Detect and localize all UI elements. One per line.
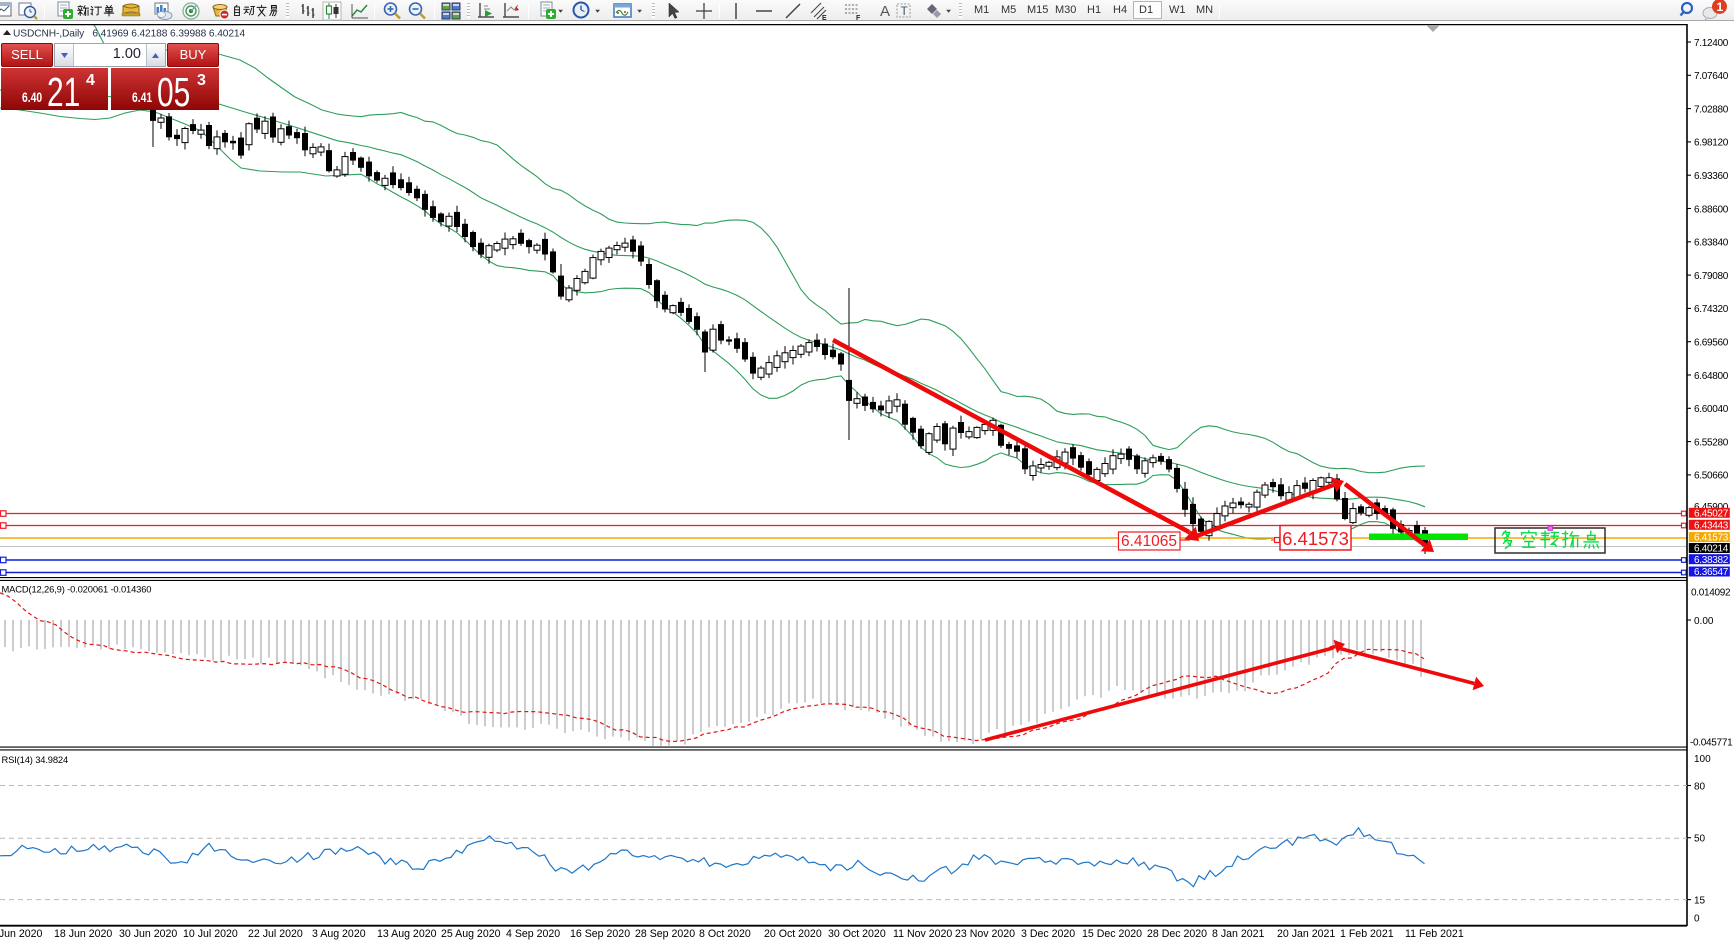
svg-text:100: 100 — [1694, 754, 1711, 765]
svg-text:6.38382: 6.38382 — [1694, 555, 1729, 566]
svg-text:15 Dec 2020: 15 Dec 2020 — [1082, 928, 1142, 940]
svg-text:8 Jan 2021: 8 Jan 2021 — [1212, 928, 1265, 940]
svg-text:6.50660: 6.50660 — [1694, 471, 1729, 482]
svg-text:80: 80 — [1694, 781, 1706, 792]
svg-text:5 Jun 2020: 5 Jun 2020 — [0, 928, 43, 940]
svg-text:6.41065: 6.41065 — [1121, 533, 1177, 550]
svg-text:0: 0 — [1694, 913, 1700, 924]
svg-text:RSI(14) 34.9824: RSI(14) 34.9824 — [2, 754, 69, 765]
svg-text:6.64800: 6.64800 — [1694, 371, 1729, 382]
svg-text:30 Oct 2020: 30 Oct 2020 — [828, 928, 886, 940]
svg-text:6.45900: 6.45900 — [1694, 502, 1729, 513]
svg-text:6.41573: 6.41573 — [1694, 533, 1729, 544]
svg-text:15: 15 — [1694, 895, 1706, 906]
svg-text:20 Jan 2021: 20 Jan 2021 — [1277, 928, 1335, 940]
svg-text:USDCNH-,Daily 6.41969 6.4218: USDCNH-,Daily 6.41969 6.42188 6.39988 6.… — [13, 29, 245, 40]
svg-text:6.45027: 6.45027 — [1694, 508, 1729, 519]
svg-text:7.02880: 7.02880 — [1694, 104, 1729, 115]
svg-text:23 Nov 2020: 23 Nov 2020 — [955, 928, 1015, 940]
svg-text:0.00: 0.00 — [1694, 616, 1714, 627]
svg-text:6.69560: 6.69560 — [1694, 338, 1729, 349]
svg-text:A: A — [880, 3, 890, 20]
svg-text:E: E — [822, 15, 827, 21]
svg-text:6.79080: 6.79080 — [1694, 271, 1729, 282]
svg-text:6.83840: 6.83840 — [1694, 238, 1729, 249]
svg-text:MACD(12,26,9) -0.020061 -0.014: MACD(12,26,9) -0.020061 -0.014360 — [2, 584, 152, 595]
svg-text:8 Oct 2020: 8 Oct 2020 — [699, 928, 751, 940]
svg-text:7.12400: 7.12400 — [1694, 38, 1729, 49]
svg-text:F: F — [856, 15, 861, 21]
svg-text:50: 50 — [1694, 834, 1706, 845]
svg-text:3 Aug 2020: 3 Aug 2020 — [312, 928, 366, 940]
svg-text:1 Feb 2021: 1 Feb 2021 — [1340, 928, 1394, 940]
svg-text:-0.045771: -0.045771 — [1690, 738, 1733, 749]
svg-text:11 Nov 2020: 11 Nov 2020 — [893, 928, 952, 940]
svg-text:3 Dec 2020: 3 Dec 2020 — [1021, 928, 1075, 940]
svg-text:4 Sep 2020: 4 Sep 2020 — [506, 928, 560, 940]
svg-text:11 Feb 2021: 11 Feb 2021 — [1405, 928, 1464, 940]
svg-text:6.41573: 6.41573 — [1282, 528, 1349, 549]
svg-text:28 Dec 2020: 28 Dec 2020 — [1147, 928, 1207, 940]
svg-text:22 Jul 2020: 22 Jul 2020 — [248, 928, 303, 940]
svg-text:6.93360: 6.93360 — [1694, 171, 1729, 182]
svg-text:28 Sep 2020: 28 Sep 2020 — [635, 928, 695, 940]
svg-text:6.36547: 6.36547 — [1694, 567, 1729, 578]
svg-text:6.40214: 6.40214 — [1694, 544, 1729, 555]
svg-text:25 Aug 2020: 25 Aug 2020 — [441, 928, 501, 940]
svg-text:6.55280: 6.55280 — [1694, 437, 1729, 448]
svg-text:6.74320: 6.74320 — [1694, 304, 1729, 315]
svg-text:30 Jun 2020: 30 Jun 2020 — [119, 928, 177, 940]
svg-text:10 Jul 2020: 10 Jul 2020 — [183, 928, 238, 940]
svg-text:20 Oct 2020: 20 Oct 2020 — [764, 928, 822, 940]
svg-text:6.98120: 6.98120 — [1694, 138, 1729, 149]
svg-text:6.88600: 6.88600 — [1694, 204, 1729, 215]
svg-text:6.60040: 6.60040 — [1694, 404, 1729, 415]
svg-text:13 Aug 2020: 13 Aug 2020 — [377, 928, 437, 940]
svg-text:0.014092: 0.014092 — [1691, 588, 1731, 599]
svg-text:7.07640: 7.07640 — [1694, 71, 1729, 82]
svg-text:18 Jun 2020: 18 Jun 2020 — [54, 928, 112, 940]
svg-text:T: T — [901, 4, 909, 18]
svg-text:16 Sep 2020: 16 Sep 2020 — [570, 928, 630, 940]
svg-text:6.43443: 6.43443 — [1694, 520, 1729, 531]
